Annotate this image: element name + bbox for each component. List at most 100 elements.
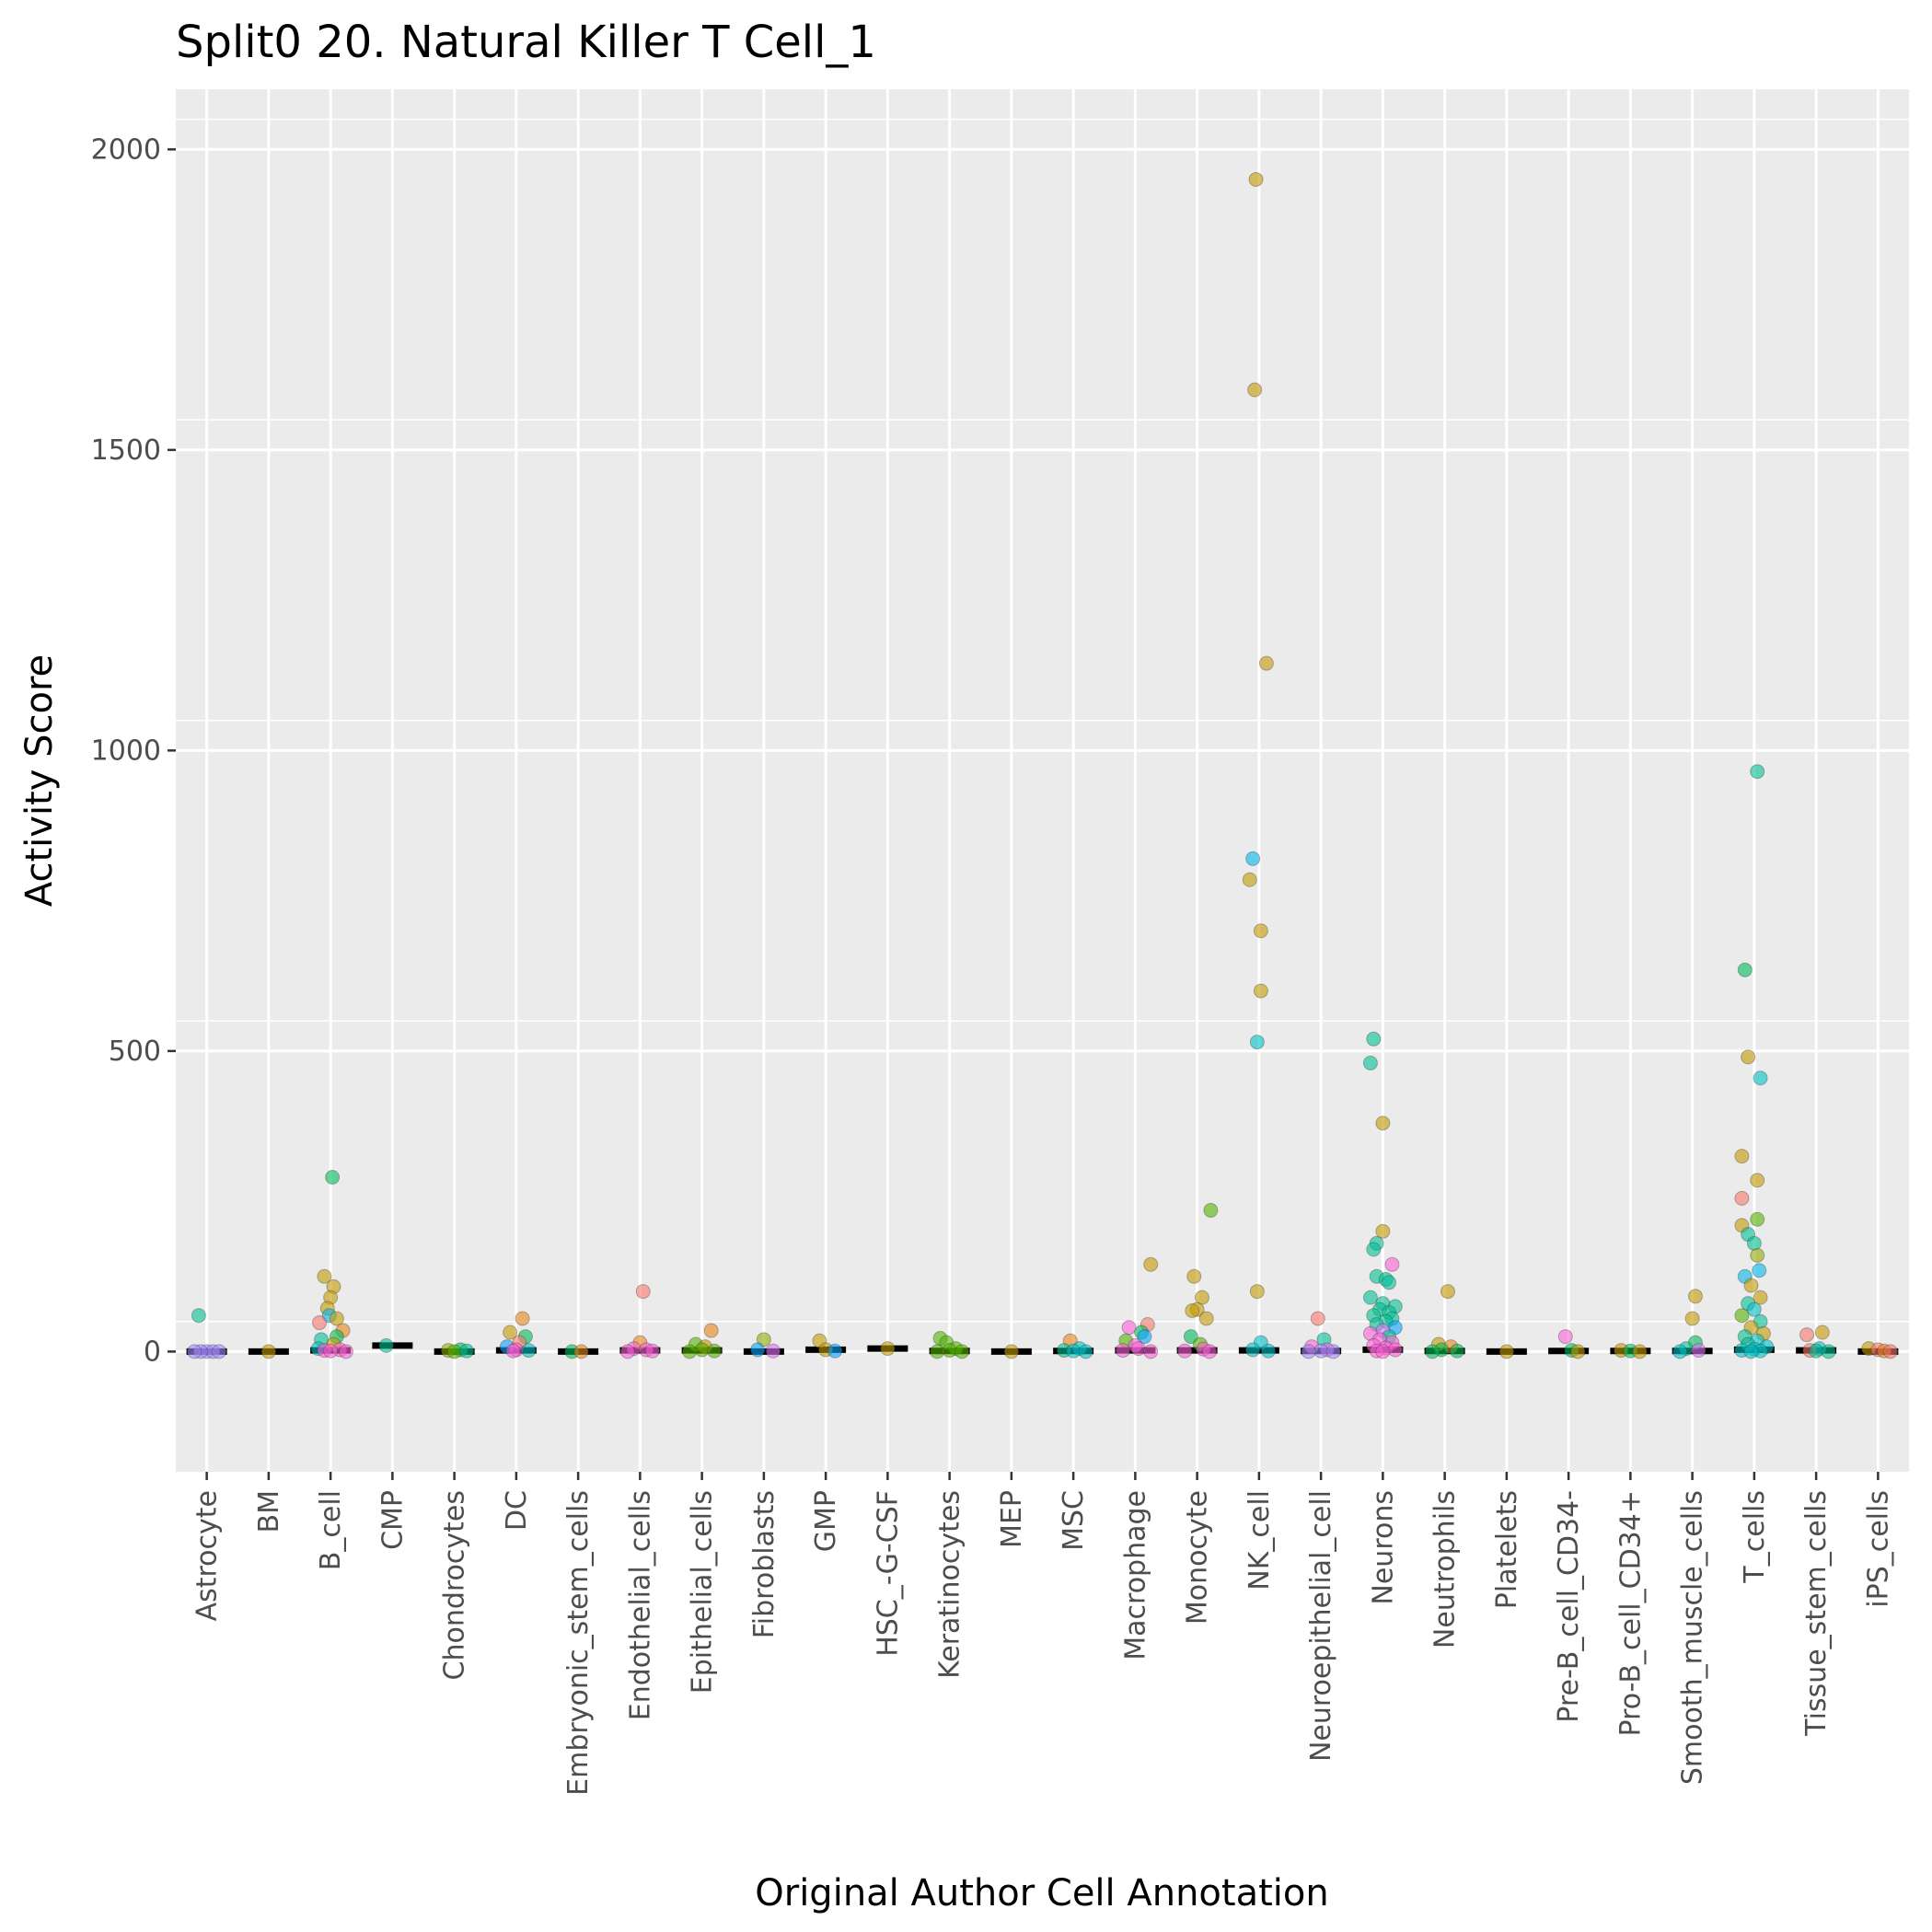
data-point (325, 1170, 341, 1186)
data-point (750, 1342, 766, 1358)
data-point (635, 1284, 651, 1300)
x-tick-label: Platelets (1491, 1490, 1523, 1609)
data-point (1734, 1149, 1750, 1164)
data-point (1195, 1290, 1210, 1305)
data-point (1121, 1320, 1137, 1336)
data-point (1684, 1311, 1700, 1326)
data-point (1734, 1190, 1750, 1206)
data-point (1362, 1290, 1378, 1305)
data-point (1202, 1344, 1218, 1359)
y-tick-label: 1500 (91, 434, 161, 467)
data-point (1752, 1263, 1767, 1278)
data-point (1375, 1223, 1391, 1239)
data-point (1198, 1311, 1214, 1326)
data-point (1750, 1173, 1765, 1188)
data-point (1203, 1202, 1219, 1218)
data-point (1687, 1289, 1703, 1304)
data-point (827, 1343, 843, 1359)
data-point (1498, 1344, 1514, 1359)
data-point (1750, 1247, 1765, 1263)
data-point (1821, 1344, 1836, 1359)
data-point (1248, 171, 1264, 187)
plot-panel (176, 89, 1909, 1472)
data-point (1557, 1329, 1573, 1345)
data-point (1186, 1268, 1202, 1284)
data-point (260, 1344, 276, 1359)
x-tick-label: Embryonic_stem_cells (562, 1490, 595, 1796)
x-tick-label: B_cell (315, 1490, 347, 1570)
x-tick-label: Macrophage (1119, 1490, 1151, 1660)
data-point (1814, 1325, 1830, 1340)
data-point (1143, 1256, 1159, 1272)
data-point (682, 1344, 698, 1359)
data-point (756, 1332, 771, 1348)
data-point (1115, 1343, 1130, 1359)
x-tick-label: Chondrocytes (439, 1490, 471, 1681)
x-tick-label: Neurons (1367, 1490, 1399, 1605)
data-point (1366, 1242, 1382, 1257)
data-point (1245, 850, 1261, 866)
x-axis-title: Original Author Cell Annotation (755, 1872, 1328, 1915)
y-tick-label: 500 (109, 1035, 161, 1068)
data-point (1440, 1284, 1455, 1300)
data-point (1384, 1256, 1400, 1272)
data-point (1750, 1211, 1765, 1227)
x-tick-label: GMP (810, 1490, 842, 1552)
data-point (1301, 1344, 1316, 1359)
y-axis-title: Activity Score (18, 654, 61, 907)
data-point (1183, 1329, 1198, 1345)
y-tick-label: 0 (144, 1336, 161, 1368)
data-point (1746, 1301, 1762, 1317)
data-point (1753, 1070, 1768, 1086)
x-tick-label: Neutrophils (1429, 1490, 1462, 1649)
data-point (1375, 1116, 1391, 1131)
data-point (212, 1344, 227, 1359)
data-point (521, 1343, 537, 1359)
data-point (338, 1344, 353, 1359)
data-point (880, 1341, 896, 1357)
data-point (503, 1325, 518, 1340)
data-point (1753, 1290, 1768, 1305)
chart-title: Split0 20. Natural Killer T Cell_1 (176, 17, 876, 68)
x-tick-label: Monocyte (1182, 1490, 1214, 1625)
data-point (1137, 1329, 1152, 1345)
data-point (1143, 1344, 1159, 1359)
data-point (378, 1337, 394, 1353)
x-tick-label: Pre-B_cell_CD34- (1553, 1490, 1585, 1723)
y-axis: 0 500 1000 1500 2000 (91, 133, 176, 1368)
x-tick-label: Tissue_stem_cells (1800, 1490, 1833, 1737)
data-point (703, 1323, 719, 1338)
data-point (446, 1344, 462, 1359)
data-point (1743, 1344, 1759, 1359)
data-point (573, 1344, 589, 1359)
data-point (1382, 1275, 1397, 1290)
x-tick-label: MSC (1058, 1490, 1090, 1551)
data-point (1375, 1344, 1391, 1359)
x-tick-label: Astrocyte (191, 1490, 224, 1621)
data-point (1130, 1341, 1146, 1357)
data-point (1737, 962, 1753, 978)
data-point (1570, 1344, 1586, 1359)
data-point (1750, 764, 1765, 780)
data-point (1242, 872, 1257, 887)
data-point (1253, 983, 1268, 999)
data-point (1249, 1284, 1265, 1300)
x-tick-label: Keratinocytes (934, 1490, 966, 1679)
data-point (1425, 1344, 1440, 1359)
data-point (329, 1311, 344, 1326)
x-tick-label: Smooth_muscle_cells (1677, 1490, 1709, 1785)
x-tick-label: Pro-B_cell_CD34+ (1614, 1490, 1647, 1736)
data-point (1809, 1343, 1824, 1359)
x-tick-label: BM (253, 1490, 285, 1533)
x-tick-label: DC (501, 1490, 533, 1531)
data-point (1741, 1049, 1756, 1065)
x-tick-label: MEP (996, 1490, 1028, 1548)
data-point (1366, 1031, 1382, 1047)
data-point (1258, 655, 1274, 671)
x-tick-label: NK_cell (1244, 1490, 1276, 1591)
data-point (312, 1315, 328, 1331)
data-point (1249, 1035, 1265, 1050)
data-point (1325, 1344, 1341, 1359)
data-point (765, 1343, 781, 1359)
